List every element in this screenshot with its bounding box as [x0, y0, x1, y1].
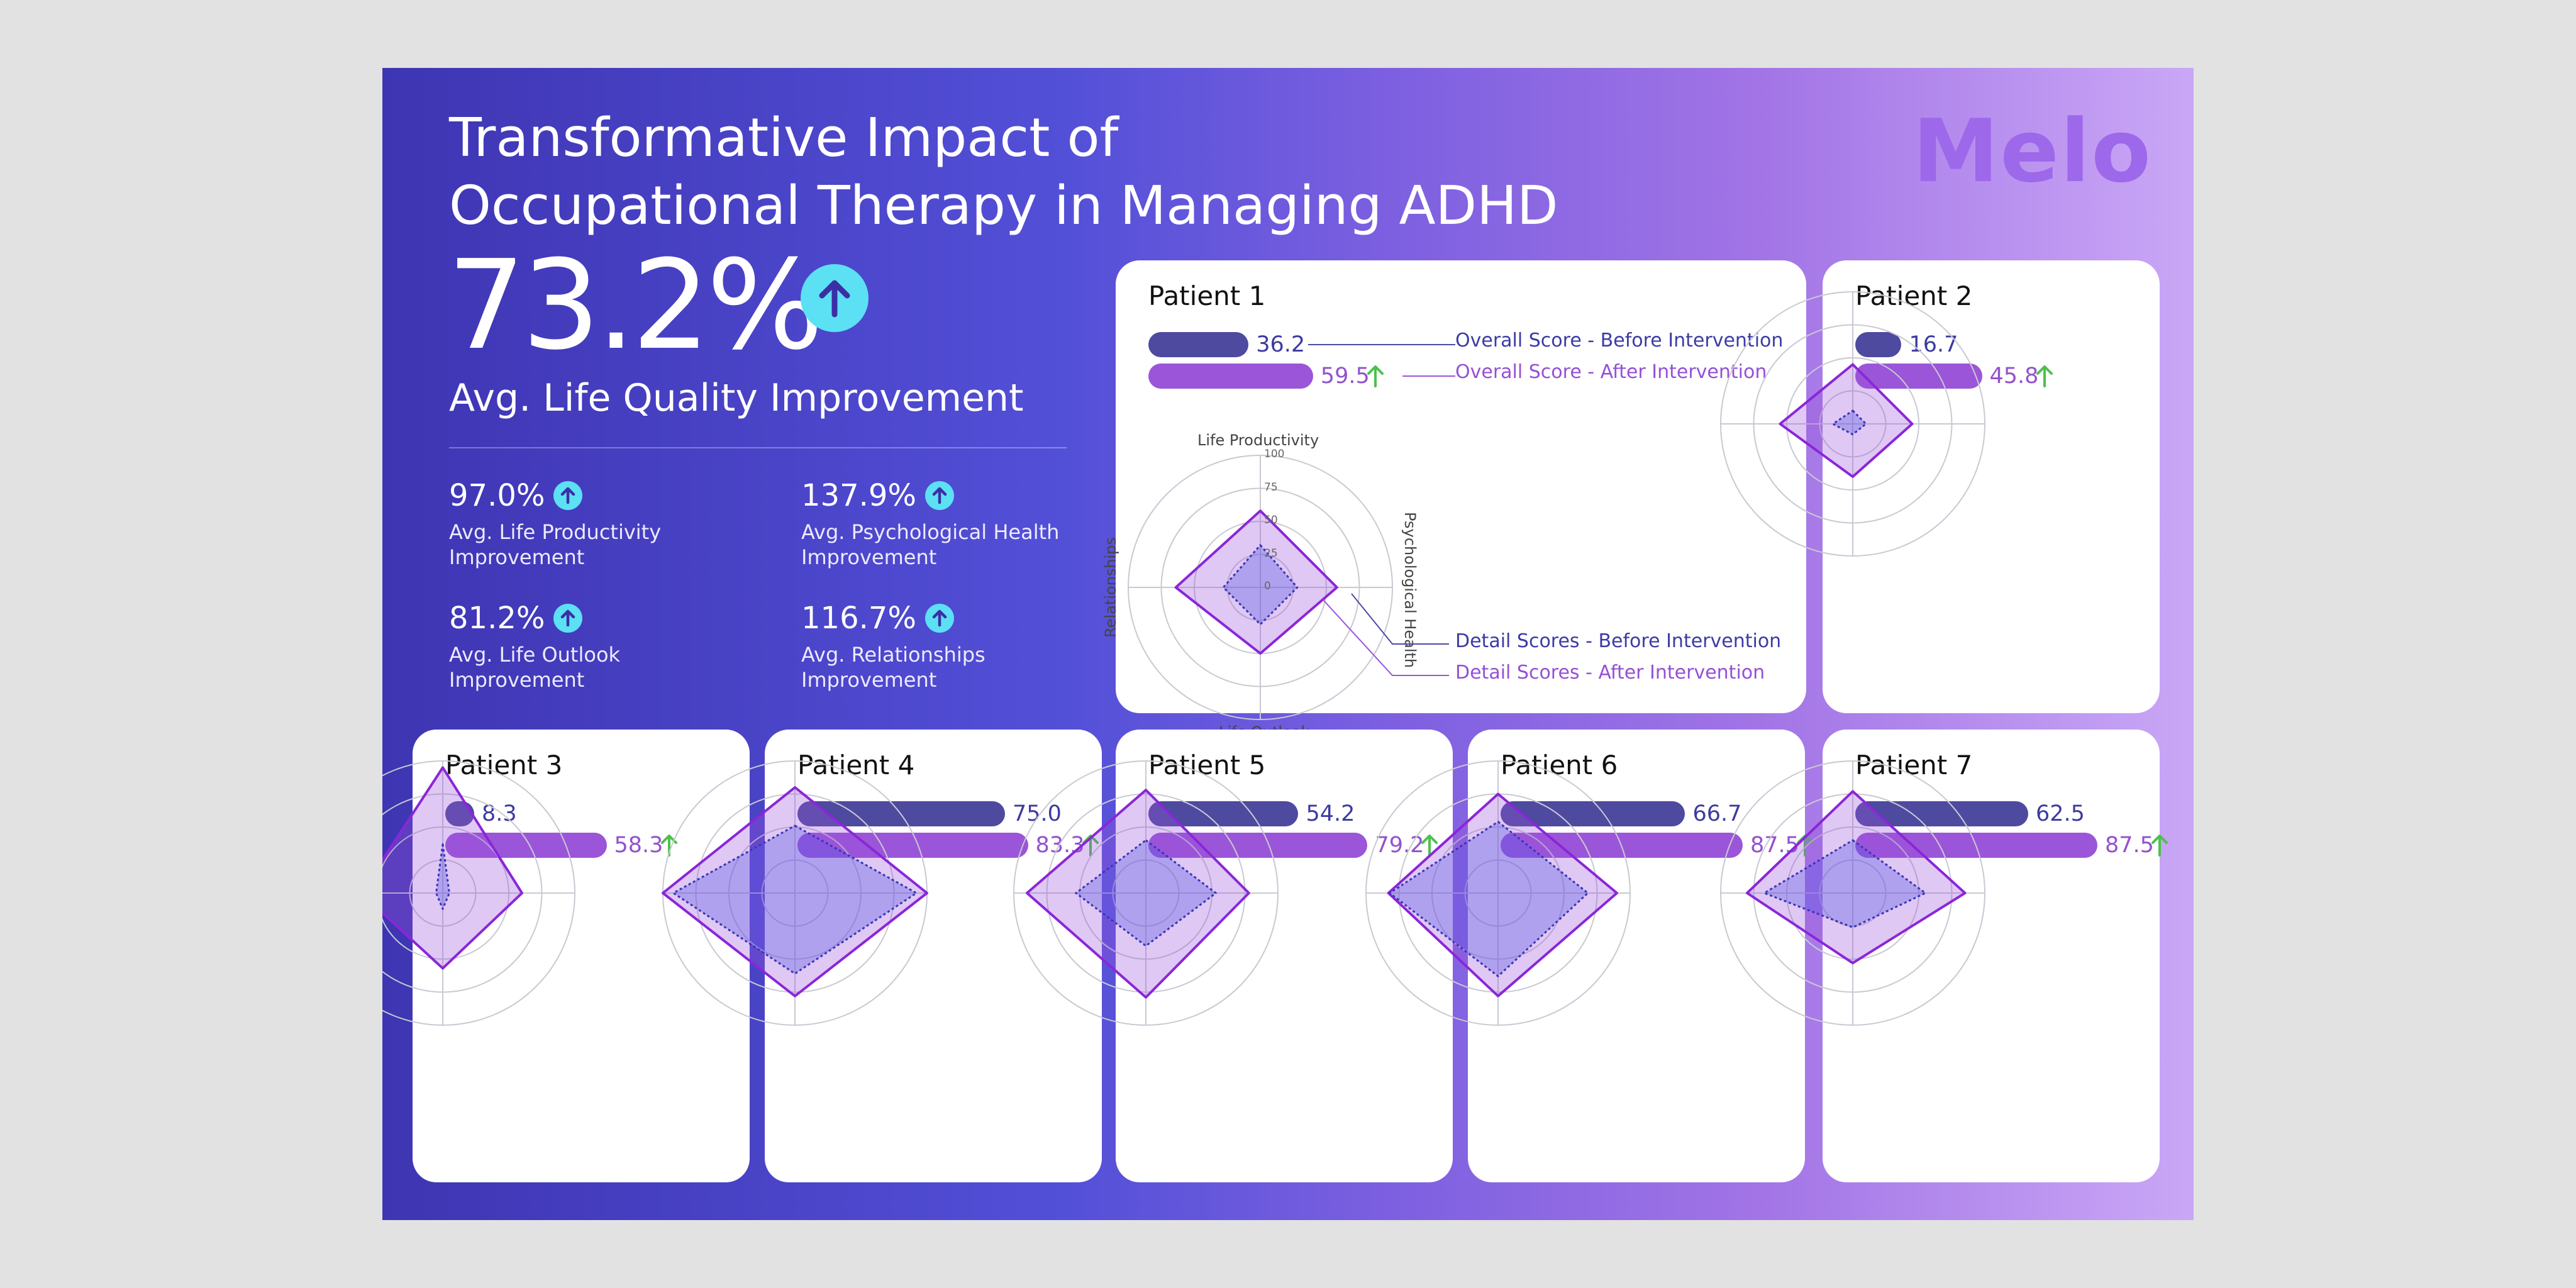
overall-before-bar — [1148, 801, 1299, 826]
before-area — [672, 824, 918, 975]
before-area — [1763, 839, 1926, 929]
arrow-up-circle-icon — [553, 481, 583, 510]
patient-card: Patient 1 36.2 59.5 0 25 50 75 100 Life Producti… — [1102, 260, 1806, 741]
radar-chart — [382, 760, 575, 1026]
overall-after-bar — [1148, 364, 1313, 389]
arrow-up-icon — [2036, 365, 2053, 387]
radar-chart — [1128, 455, 1393, 720]
patient-card: Patient 6 66.7 87.5 — [1365, 730, 1813, 1182]
overall-before-value: 66.7 — [1692, 801, 1742, 826]
overall-before-value: 54.2 — [1306, 801, 1355, 826]
stat-label: Avg. Relationships Improvement — [801, 643, 985, 692]
stat-life-outlook: 81.2% Avg. Life Outlook Improvement — [449, 599, 763, 692]
legend-detail-after: Detail Scores - After Intervention — [1455, 662, 1765, 684]
patient-card: Patient 2 16.7 45.8 — [1720, 260, 2160, 713]
overall-after-value: 59.5 — [1320, 364, 1370, 389]
infographic-board: Transformative Impact of Occupational Th… — [382, 68, 2194, 1220]
stat-value: 97.0% — [449, 478, 545, 513]
stat-label: Avg. Psychological Health Improvement — [801, 520, 1060, 569]
axis-label-psychological-health: Psychological Health — [1401, 512, 1419, 669]
after-area — [1779, 363, 1914, 478]
divider — [449, 447, 1067, 448]
overall-before-value: 36.2 — [1256, 332, 1306, 357]
overall-before-bar — [1148, 332, 1249, 357]
arrow-up-icon — [1367, 365, 1384, 387]
r-tick-label: 25 — [1264, 547, 1278, 560]
stat-label: Avg. Life Outlook Improvement — [449, 643, 621, 692]
overall-after-bar — [445, 833, 607, 858]
after-area — [1174, 509, 1338, 655]
after-area — [1026, 789, 1250, 999]
headline-label: Avg. Life Quality Improvement — [449, 376, 1024, 420]
stat-life-productivity: 97.0% Avg. Life Productivity Improvement — [449, 477, 763, 570]
overall-after-value: 58.3 — [614, 833, 663, 858]
arrow-up-icon — [1421, 835, 1438, 857]
axis-label-life-productivity: Life Productivity — [1197, 431, 1319, 449]
before-area — [435, 843, 450, 910]
overall-after-value: 87.5 — [2105, 833, 2154, 858]
overall-before-bar — [1855, 332, 1902, 357]
overall-before-value: 16.7 — [1909, 332, 1958, 357]
overall-before-value: 8.3 — [482, 801, 517, 826]
arrow-up-icon — [2151, 835, 2168, 857]
radar-chart — [1720, 291, 1985, 557]
after-area — [1387, 792, 1618, 997]
arrow-up-circle-icon — [925, 604, 955, 633]
overall-before-value: 62.5 — [2036, 801, 2085, 826]
headline-value: 73.2% — [447, 234, 824, 377]
overall-after-bar — [1855, 364, 1982, 389]
patient-card: Patient 3 8.3 58.3 — [382, 730, 750, 1182]
r-tick-label: 0 — [1264, 580, 1271, 592]
overall-before-value: 75.0 — [1013, 801, 1062, 826]
brand-logo: Melo — [1912, 101, 2152, 202]
patient-name: Patient 1 — [1148, 280, 1266, 311]
arrow-up-circle-icon — [925, 481, 955, 510]
stat-value: 116.7% — [801, 601, 917, 636]
axis-label-relationships: Relationships — [1102, 537, 1119, 638]
stat-value: 137.9% — [801, 478, 917, 513]
stat-value: 81.2% — [449, 601, 545, 636]
arrow-up-circle-icon — [553, 604, 583, 633]
overall-after-value: 45.8 — [1989, 364, 2039, 389]
patient-card: Patient 4 75.0 83.3 — [662, 730, 1102, 1182]
legend-overall-after: Overall Score - After Intervention — [1455, 361, 1767, 383]
patient-card: Patient 5 54.2 79.2 — [1013, 730, 1453, 1182]
patient-card: Patient 7 62.5 87.5 — [1720, 730, 2168, 1182]
r-tick-label: 75 — [1264, 480, 1278, 494]
before-area — [1389, 821, 1589, 977]
r-tick-label: 100 — [1264, 448, 1285, 460]
after-area — [1746, 790, 1967, 965]
r-tick-label: 50 — [1264, 514, 1278, 526]
after-area — [662, 786, 928, 997]
stat-relationships: 116.7% Avg. Relationships Improvement — [801, 599, 1116, 692]
overall-after-bar — [797, 833, 1028, 858]
stat-psychological-health: 137.9% Avg. Psychological Health Improve… — [801, 477, 1116, 570]
stat-label: Avg. Life Productivity Improvement — [449, 520, 662, 569]
radar-chart — [1013, 760, 1279, 1026]
overall-after-value: 83.3 — [1035, 833, 1085, 858]
legend-overall-before: Overall Score - Before Intervention — [1455, 330, 1784, 352]
overall-before-bar — [445, 801, 474, 826]
overall-before-bar — [1855, 801, 2028, 826]
radar-chart — [1365, 760, 1631, 1026]
page-title: Transformative Impact of Occupational Th… — [449, 107, 1558, 237]
overall-after-bar — [1148, 833, 1368, 858]
before-area — [1832, 409, 1867, 436]
after-area — [382, 766, 523, 970]
overall-after-value: 87.5 — [1750, 833, 1799, 858]
before-area — [1222, 544, 1299, 626]
legend-detail-before: Detail Scores - Before Intervention — [1455, 630, 1782, 652]
radar-chart — [1720, 760, 1985, 1026]
radar-chart — [662, 760, 928, 1026]
arrow-up-circle-icon — [801, 264, 869, 332]
